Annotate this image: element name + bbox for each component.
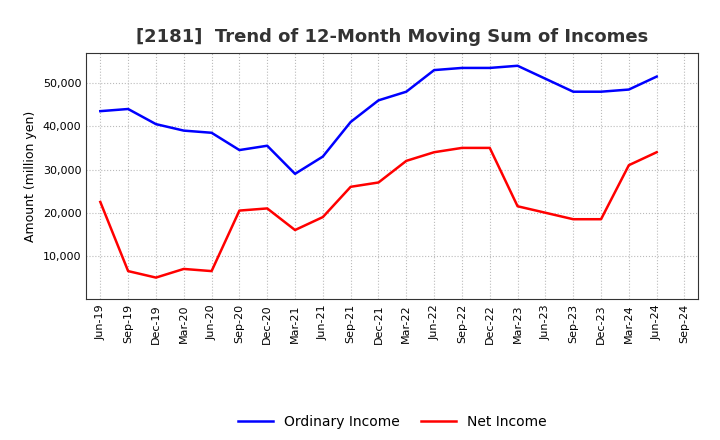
Net Income — [179, 266, 188, 271]
Net Income — [235, 208, 243, 213]
Net Income — [124, 268, 132, 274]
Net Income — [597, 216, 606, 222]
Ordinary Income — [513, 63, 522, 68]
Net Income — [291, 227, 300, 233]
Ordinary Income — [569, 89, 577, 94]
Line: Ordinary Income: Ordinary Income — [100, 66, 657, 174]
Net Income — [624, 162, 633, 168]
Line: Net Income: Net Income — [100, 148, 657, 278]
Net Income — [207, 268, 216, 274]
Net Income — [485, 145, 494, 150]
Ordinary Income — [402, 89, 410, 94]
Net Income — [402, 158, 410, 164]
Ordinary Income — [207, 130, 216, 136]
Ordinary Income — [235, 147, 243, 153]
Net Income — [569, 216, 577, 222]
Ordinary Income — [624, 87, 633, 92]
Net Income — [96, 199, 104, 205]
Ordinary Income — [291, 171, 300, 176]
Net Income — [541, 210, 550, 216]
Ordinary Income — [652, 74, 661, 79]
Net Income — [318, 214, 327, 220]
Legend: Ordinary Income, Net Income: Ordinary Income, Net Income — [233, 410, 552, 435]
Ordinary Income — [346, 119, 355, 125]
Ordinary Income — [597, 89, 606, 94]
Ordinary Income — [263, 143, 271, 148]
Ordinary Income — [152, 121, 161, 127]
Net Income — [346, 184, 355, 190]
Ordinary Income — [458, 65, 467, 70]
Ordinary Income — [179, 128, 188, 133]
Net Income — [152, 275, 161, 280]
Title: [2181]  Trend of 12-Month Moving Sum of Incomes: [2181] Trend of 12-Month Moving Sum of I… — [136, 28, 649, 46]
Ordinary Income — [485, 65, 494, 70]
Ordinary Income — [318, 154, 327, 159]
Ordinary Income — [430, 67, 438, 73]
Ordinary Income — [124, 106, 132, 112]
Net Income — [430, 150, 438, 155]
Y-axis label: Amount (million yen): Amount (million yen) — [24, 110, 37, 242]
Net Income — [374, 180, 383, 185]
Ordinary Income — [541, 76, 550, 81]
Net Income — [652, 150, 661, 155]
Net Income — [458, 145, 467, 150]
Ordinary Income — [374, 98, 383, 103]
Net Income — [263, 206, 271, 211]
Ordinary Income — [96, 109, 104, 114]
Net Income — [513, 204, 522, 209]
